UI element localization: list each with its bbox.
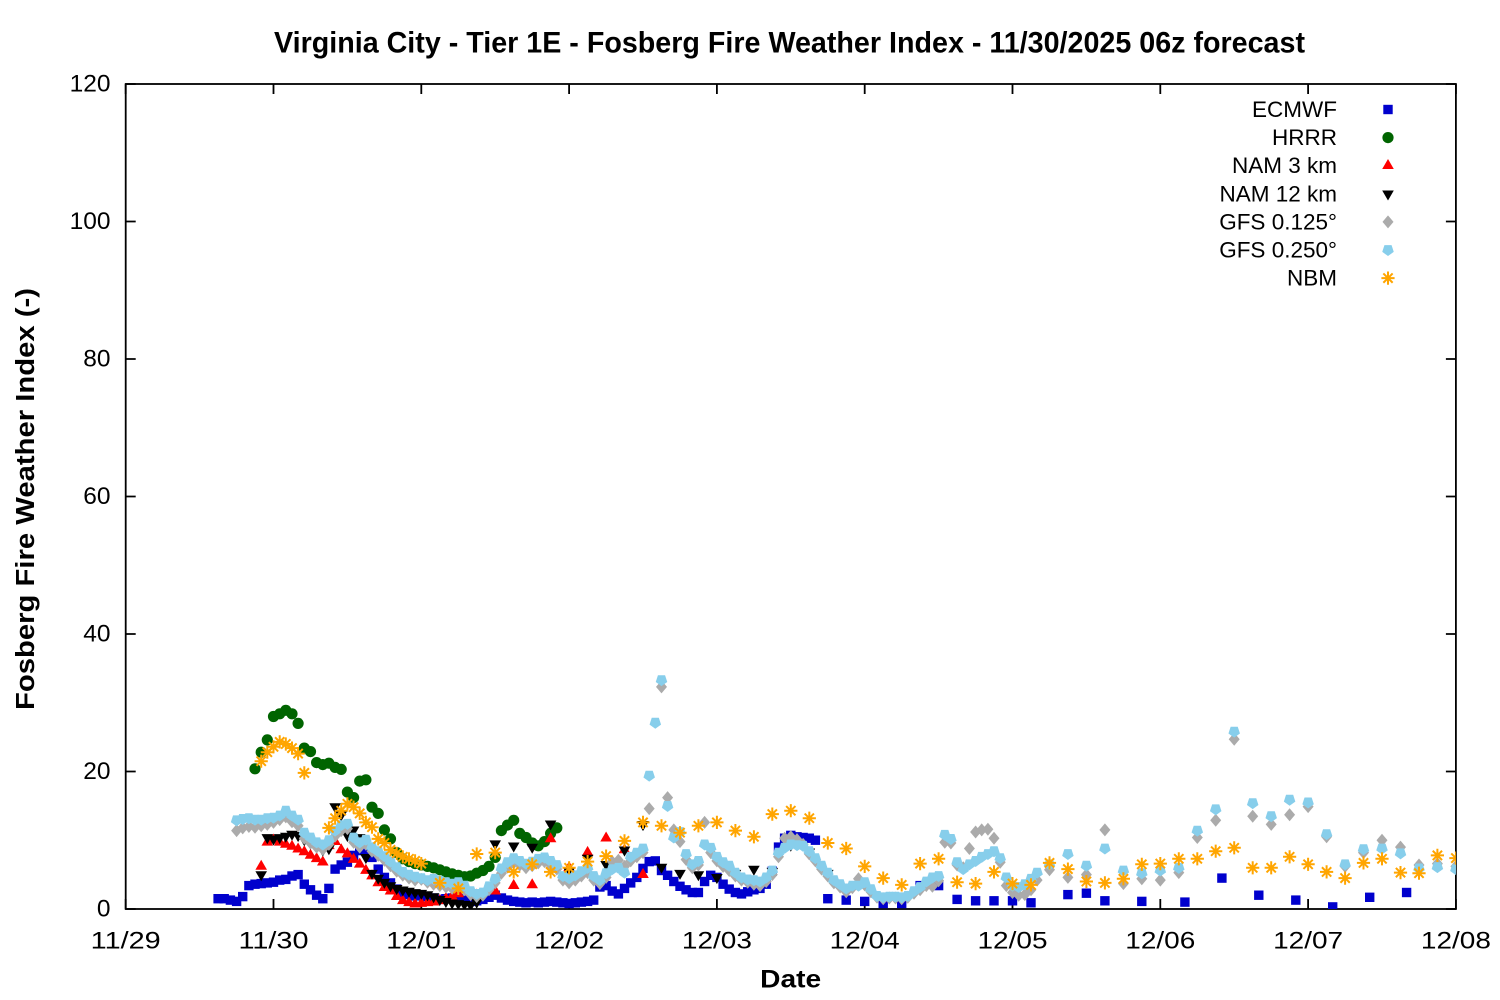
svg-text:12/03: 12/03 xyxy=(682,928,752,955)
svg-text:GFS 0.125°: GFS 0.125° xyxy=(1219,209,1337,234)
svg-text:ECMWF: ECMWF xyxy=(1252,97,1337,122)
svg-text:Date: Date xyxy=(760,966,821,994)
svg-text:0: 0 xyxy=(97,896,111,923)
svg-text:60: 60 xyxy=(83,483,110,510)
svg-text:11/29: 11/29 xyxy=(91,928,161,955)
svg-text:HRRR: HRRR xyxy=(1272,125,1337,150)
svg-text:12/08: 12/08 xyxy=(1421,928,1491,955)
svg-text:20: 20 xyxy=(83,758,110,785)
svg-text:NBM: NBM xyxy=(1287,266,1337,291)
svg-text:80: 80 xyxy=(83,346,110,373)
svg-text:12/06: 12/06 xyxy=(1125,928,1195,955)
svg-text:Virginia City - Tier 1E - Fosb: Virginia City - Tier 1E - Fosberg Fire W… xyxy=(274,27,1305,60)
svg-text:120: 120 xyxy=(70,71,111,98)
svg-text:100: 100 xyxy=(70,208,111,235)
svg-text:12/04: 12/04 xyxy=(830,928,900,955)
svg-text:12/02: 12/02 xyxy=(534,928,604,955)
svg-text:NAM 3 km: NAM 3 km xyxy=(1232,153,1337,178)
svg-text:12/07: 12/07 xyxy=(1273,928,1343,955)
svg-text:12/05: 12/05 xyxy=(978,928,1048,955)
svg-text:Fosberg Fire Weather Index (-): Fosberg Fire Weather Index (-) xyxy=(12,288,40,710)
svg-text:NAM 12 km: NAM 12 km xyxy=(1219,181,1337,206)
svg-text:11/30: 11/30 xyxy=(239,928,309,955)
svg-text:12/01: 12/01 xyxy=(386,928,456,955)
svg-text:GFS 0.250°: GFS 0.250° xyxy=(1219,238,1337,263)
svg-text:40: 40 xyxy=(83,621,110,648)
